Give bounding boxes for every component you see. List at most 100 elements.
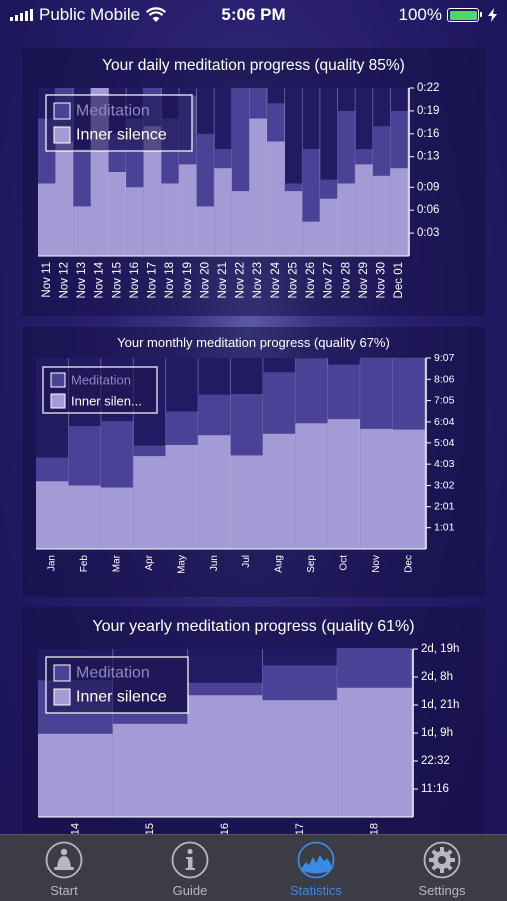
- daily-bar-inner-silence: [161, 183, 179, 256]
- daily-x-tick-label: Nov 14: [94, 261, 106, 298]
- tab-start[interactable]: Start: [1, 835, 127, 901]
- daily-legend-label: Inner silence: [76, 127, 167, 144]
- monthly-y-tick-label: 3:02: [434, 479, 455, 491]
- tab-statistics[interactable]: Statistics: [253, 835, 379, 901]
- daily-chart-panel: Your daily meditation progress (quality …: [22, 48, 485, 316]
- daily-legend: Meditation Inner silence: [45, 94, 193, 152]
- monthly-legend-label: Meditation: [71, 373, 131, 388]
- yearly-chart: 14 15 16 17 18 11:16 22:32 1d, 9h 1d, 21h 2d, 8h 2…: [38, 643, 459, 835]
- daily-chart: Nov 11 Nov 12 Nov 13 Nov 14 Nov 15 Nov 16 Nov …: [38, 82, 439, 298]
- monthly-bar-inner-silence: [360, 428, 393, 549]
- daily-x-tick-label: Nov 13: [76, 262, 88, 298]
- daily-x-tick-label: Nov 18: [164, 262, 176, 298]
- monthly-x-tick-label: Aug: [274, 555, 285, 573]
- daily-x-tick-label: Nov 22: [235, 262, 247, 298]
- daily-legend-swatch: [53, 102, 71, 120]
- daily-x-tick-label: Nov 15: [111, 262, 123, 298]
- buddha-icon: [45, 841, 83, 879]
- daily-bar-inner-silence: [126, 187, 144, 256]
- monthly-bar-inner-silence: [68, 485, 101, 549]
- daily-x-tick-label: Nov 12: [58, 262, 70, 298]
- daily-legend-swatch: [53, 126, 71, 144]
- monthly-bar-inner-silence: [100, 487, 134, 549]
- status-bar: Public Mobile 5:06 PM 100%: [0, 0, 507, 30]
- monthly-x-tick-label: Mar: [112, 554, 123, 572]
- daily-bar-inner-silence: [390, 168, 408, 256]
- carrier-label: Public Mobile: [39, 5, 141, 24]
- status-right: 100%: [399, 5, 497, 25]
- monthly-x-tick-label: Jun: [209, 555, 220, 571]
- wifi-icon: [146, 7, 167, 22]
- tab-bar: Start Guide Statistics: [0, 834, 507, 901]
- yearly-y-tick-label: 1d, 21h: [421, 699, 459, 711]
- daily-x-tick-label: Nov 25: [287, 262, 299, 298]
- monthly-y-tick-label: 5:04: [434, 437, 455, 449]
- monthly-bar-inner-silence: [392, 429, 425, 549]
- monthly-y-tick-label: 6:04: [434, 416, 455, 428]
- monthly-y-tick-label: 8:06: [434, 373, 455, 385]
- daily-bar-inner-silence: [55, 141, 74, 256]
- yearly-chart-panel: Your yearly meditation progress (quality…: [22, 607, 485, 835]
- daily-x-tick-label: Nov 17: [147, 262, 159, 298]
- daily-bar-inner-silence: [372, 175, 391, 256]
- yearly-legend-swatch: [53, 688, 71, 706]
- daily-y-tick-label: 0:03: [417, 227, 439, 239]
- battery-icon: [447, 8, 482, 22]
- monthly-bar-inner-silence: [327, 419, 361, 549]
- monthly-legend: Meditation Inner silen...: [42, 366, 158, 414]
- monthly-x-tick-label: Dec: [403, 555, 414, 573]
- daily-x-tick-label: Dec 01: [393, 262, 405, 298]
- monthly-bar-inner-silence: [198, 435, 231, 549]
- daily-bar-inner-silence: [108, 172, 127, 256]
- daily-x-tick-label: Nov 20: [199, 262, 211, 298]
- yearly-chart-title: Your yearly meditation progress (quality…: [92, 618, 415, 635]
- monthly-bar-inner-silence: [165, 444, 199, 549]
- monthly-bar-inner-silence: [36, 481, 69, 549]
- monthly-x-tick-label: Feb: [79, 555, 90, 573]
- yearly-x-tick-label: 16: [219, 823, 231, 835]
- daily-bar-inner-silence: [178, 164, 197, 256]
- yearly-y-tick-label: 11:16: [421, 783, 449, 795]
- monthly-bar-inner-silence: [262, 433, 296, 549]
- daily-x-tick-label: Nov 24: [270, 261, 282, 298]
- yearly-x-tick-label: 14: [69, 823, 81, 835]
- tab-settings-label: Settings: [418, 883, 466, 898]
- daily-y-tick-label: 0:09: [417, 181, 439, 193]
- daily-x-tick-label: Nov 30: [376, 262, 388, 298]
- monthly-x-tick-label: Jul: [241, 555, 252, 568]
- yearly-y-tick-label: 2d, 19h: [421, 643, 459, 655]
- yearly-y-tick-label: 22:32: [421, 755, 450, 767]
- yearly-y-tick-label: 2d, 8h: [421, 671, 453, 683]
- daily-bar-inner-silence: [302, 221, 320, 256]
- monthly-legend-swatch: [50, 393, 66, 409]
- monthly-bar-inner-silence: [230, 455, 263, 549]
- tab-guide-label: Guide: [172, 883, 208, 898]
- tab-guide[interactable]: Guide: [127, 835, 253, 901]
- yearly-legend-swatch: [53, 664, 71, 682]
- tab-settings[interactable]: Settings: [379, 835, 505, 901]
- battery-percent: 100%: [398, 5, 442, 24]
- daily-x-tick-label: Nov 27: [323, 262, 335, 298]
- monthly-y-tick-label: 9:07: [434, 352, 455, 364]
- charging-bolt-icon: [488, 8, 497, 22]
- daily-y-tick-label: 0:16: [417, 128, 439, 140]
- clock: 5:06 PM: [221, 5, 286, 24]
- daily-bar-inner-silence: [267, 141, 285, 256]
- gear-icon: [423, 841, 461, 879]
- daily-bar-inner-silence: [231, 191, 250, 256]
- monthly-bar-inner-silence: [295, 423, 328, 549]
- monthly-x-tick-label: Jan: [47, 555, 58, 571]
- signal-icon: [10, 9, 33, 21]
- daily-y-tick-label: 0:19: [417, 105, 439, 117]
- monthly-legend-label: Inner silen...: [71, 394, 142, 409]
- yearly-legend: Meditation Inner silence: [45, 656, 189, 714]
- yearly-bar-inner-silence: [38, 733, 113, 817]
- daily-bar-inner-silence: [337, 183, 356, 256]
- info-icon: [171, 841, 209, 879]
- daily-y-tick-label: 0:22: [417, 82, 439, 94]
- monthly-y-tick-label: 2:01: [434, 501, 455, 513]
- yearly-x-tick-label: 15: [144, 823, 156, 835]
- daily-legend-label: Meditation: [76, 103, 150, 120]
- monthly-x-tick-label: Sep: [306, 555, 317, 573]
- tab-start-label: Start: [50, 883, 78, 898]
